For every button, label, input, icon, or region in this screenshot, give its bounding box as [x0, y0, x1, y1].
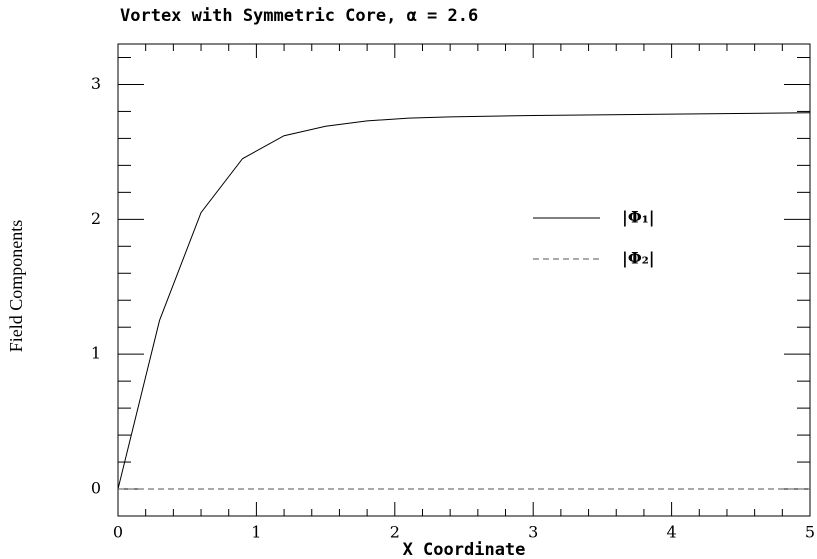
- x-tick-label: 3: [528, 523, 538, 542]
- plot-frame: [117, 43, 811, 517]
- legend-label: |Φ₂|: [622, 249, 655, 268]
- x-tick-label: 4: [667, 523, 677, 542]
- series-line: [117, 112, 811, 490]
- legend-label: |Φ₁|: [622, 208, 655, 227]
- x-tick-label: 5: [805, 523, 815, 542]
- x-axis-label: X Coordinate: [403, 540, 526, 559]
- x-tick-label: 1: [251, 523, 261, 542]
- y-axis-label: Field Components: [6, 220, 26, 353]
- y-tick-label: 2: [91, 209, 101, 228]
- y-tick-label: 0: [91, 479, 101, 498]
- x-tick-label: 0: [113, 523, 123, 542]
- y-tick-label: 1: [91, 344, 101, 363]
- chart-title: Vortex with Symmetric Core, α = 2.6: [120, 6, 478, 26]
- x-tick-label: 2: [390, 523, 400, 542]
- y-tick-label: 3: [91, 74, 101, 93]
